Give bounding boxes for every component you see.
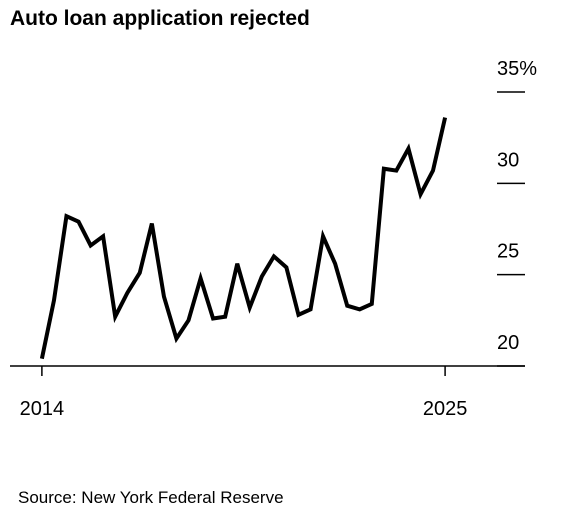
data-line bbox=[39, 117, 448, 360]
x-tick-label: 2014 bbox=[20, 398, 65, 420]
y-tick-label: 35% bbox=[497, 58, 537, 80]
y-tick-label: 25 bbox=[497, 241, 519, 263]
x-tick-label: 2025 bbox=[423, 398, 468, 420]
chart-title: Auto loan application rejected bbox=[10, 7, 310, 30]
source: Source: New York Federal Reserve bbox=[18, 488, 284, 507]
y-tick-label: 20 bbox=[497, 332, 519, 354]
y-tick-label: 30 bbox=[497, 149, 519, 171]
